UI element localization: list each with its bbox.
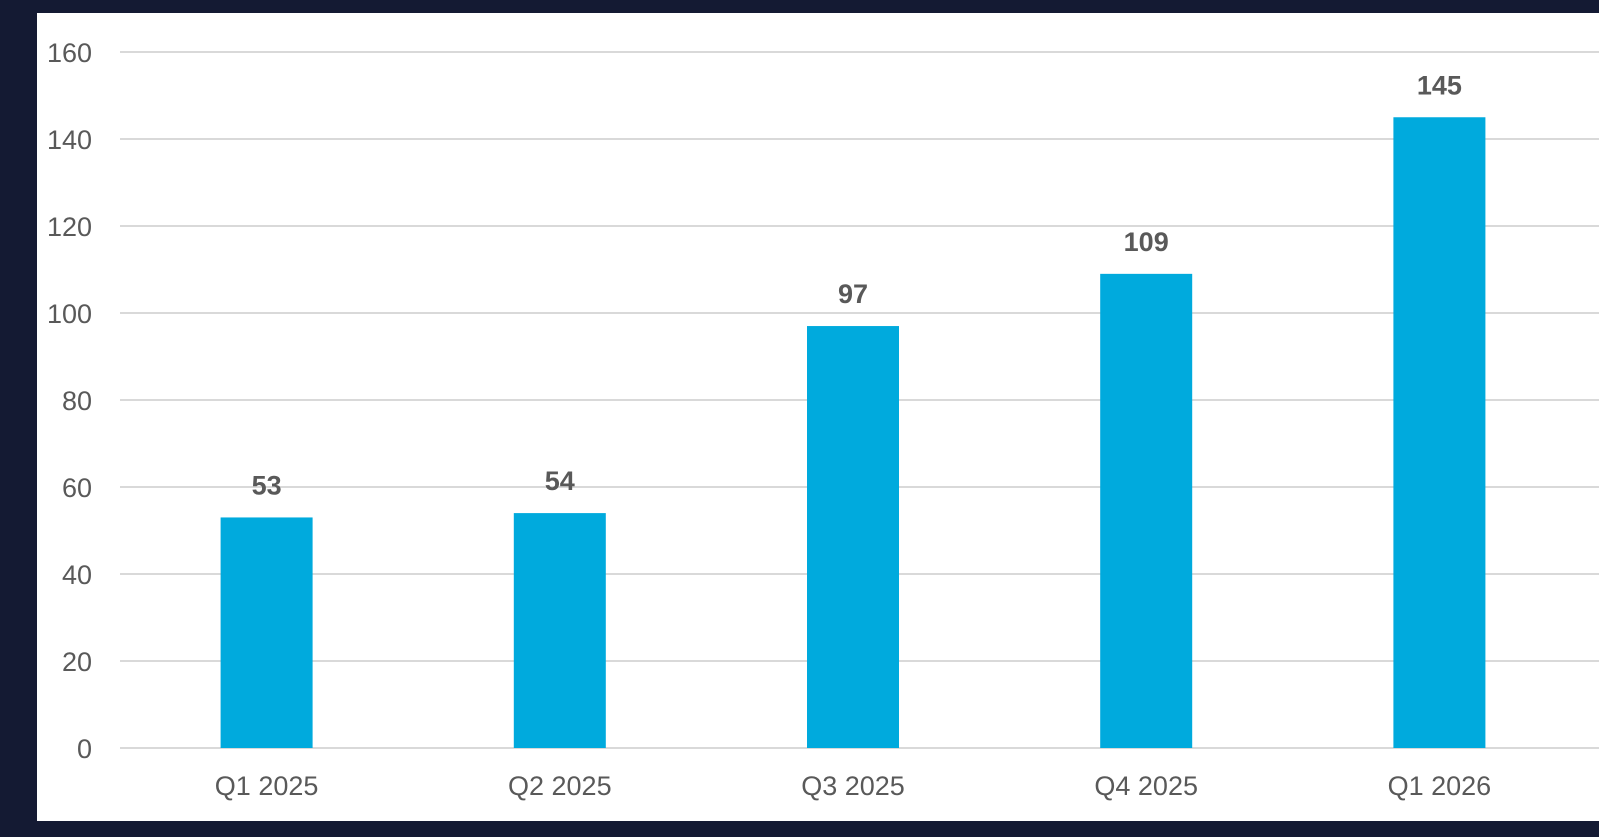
chart-panel: 0 20 40 60 80 100 120 140 160 53 54 97 109 145 Q1 20…: [37, 13, 1599, 821]
y-axis-ticks: 0 20 40 60 80 100 120 140 160: [47, 38, 92, 764]
y-tick-label: 160: [47, 38, 92, 68]
x-tick-label: Q2 2025: [508, 771, 612, 801]
y-tick-label: 60: [62, 473, 92, 503]
x-tick-label: Q4 2025: [1094, 771, 1198, 801]
bar: [807, 326, 899, 748]
y-tick-label: 120: [47, 212, 92, 242]
y-tick-label: 100: [47, 299, 92, 329]
bar-chart: 0 20 40 60 80 100 120 140 160 53 54 97 109 145 Q1 20…: [47, 38, 1599, 801]
y-tick-label: 80: [62, 386, 92, 416]
bars: [220, 117, 1486, 748]
bar: [1100, 273, 1193, 748]
y-tick-label: 40: [62, 560, 92, 590]
y-tick-label: 20: [62, 647, 92, 677]
y-tick-label: 140: [47, 125, 92, 155]
data-label: 53: [252, 470, 282, 500]
x-tick-label: Q1 2026: [1388, 771, 1492, 801]
x-tick-label: Q1 2025: [215, 771, 319, 801]
data-label: 109: [1124, 227, 1169, 257]
data-label: 97: [838, 279, 868, 309]
x-axis-ticks: Q1 2025 Q2 2025 Q3 2025 Q4 2025 Q1 2026: [215, 771, 1491, 801]
y-tick-label: 0: [77, 734, 92, 764]
bar: [220, 517, 313, 748]
data-labels: 53 54 97 109 145: [252, 70, 1462, 500]
data-label: 54: [545, 466, 575, 496]
bar: [1393, 117, 1486, 748]
bar: [513, 513, 606, 748]
data-label: 145: [1417, 70, 1462, 100]
x-tick-label: Q3 2025: [801, 771, 905, 801]
